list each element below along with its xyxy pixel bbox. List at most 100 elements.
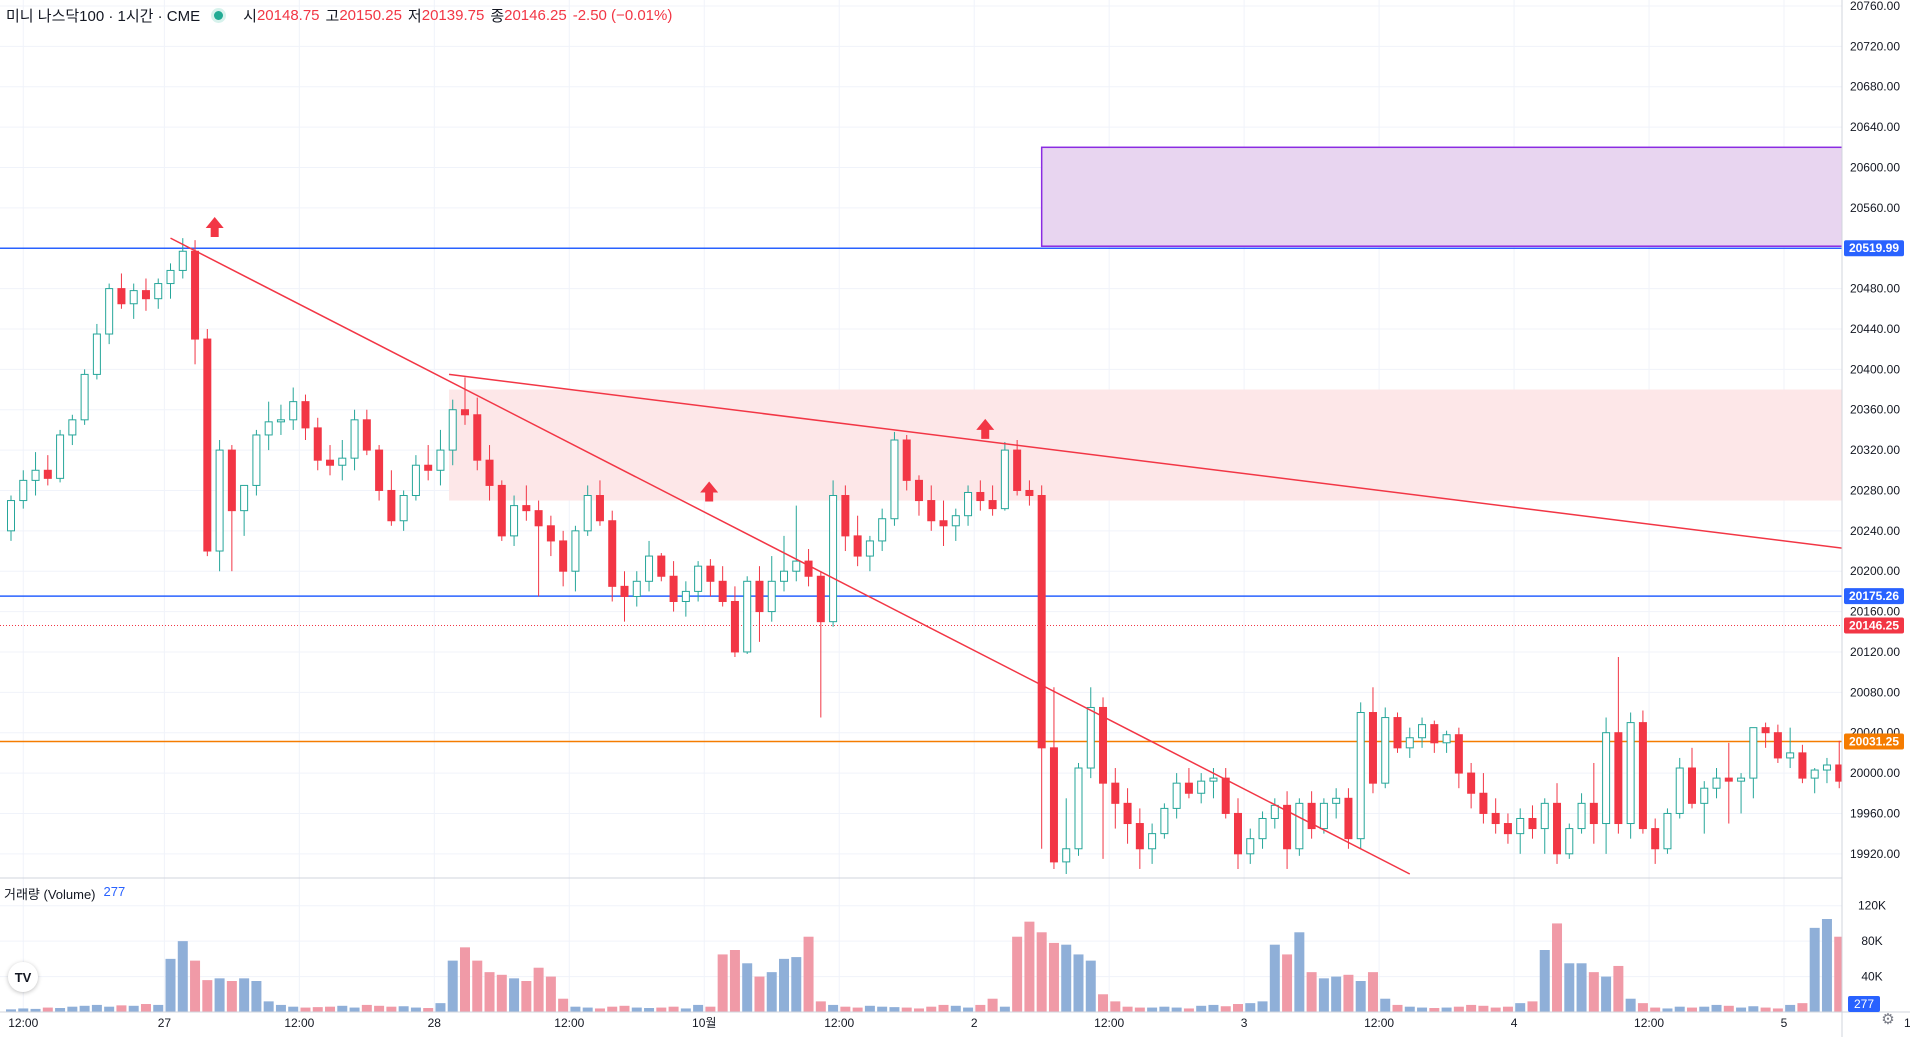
volume-bar <box>349 1007 360 1012</box>
candle-body <box>976 491 985 502</box>
candle-body <box>1148 833 1157 850</box>
volume-bar <box>140 1004 151 1012</box>
candle-body <box>1454 734 1463 774</box>
volume-bar <box>1318 978 1329 1012</box>
volume-bar <box>325 1006 336 1012</box>
candle-body <box>1663 812 1672 850</box>
candle-body <box>1246 838 1255 855</box>
close-value: 20146.25 <box>504 6 567 24</box>
volume-bar <box>803 936 814 1012</box>
x-tick-label: 12:00 <box>554 1016 584 1030</box>
y-tick-label: 20000.00 <box>1850 766 1900 780</box>
candle-body <box>7 500 15 532</box>
arrow-up-icon <box>976 418 995 439</box>
candle-body <box>264 421 273 436</box>
volume-bar <box>361 1004 372 1012</box>
candle-body <box>1074 767 1083 850</box>
candle-body <box>313 427 322 461</box>
candle-body <box>240 484 249 512</box>
volume-bar <box>67 1006 78 1012</box>
volume-bar <box>18 1008 29 1012</box>
candle-body <box>460 409 469 416</box>
volume-bar <box>91 1004 102 1012</box>
candle-body <box>964 491 973 517</box>
volume-bar <box>644 1008 655 1012</box>
volume-bar <box>656 1007 667 1012</box>
y-tick-label: 20360.00 <box>1850 403 1900 417</box>
volume-bar <box>459 947 470 1012</box>
candle-body <box>620 585 629 597</box>
volume-bar <box>521 981 532 1012</box>
candle-body <box>853 535 862 557</box>
candle-body <box>350 419 359 459</box>
volume-header[interactable]: 거래량 (Volume) 277 <box>4 884 125 903</box>
candle-body <box>1319 802 1328 830</box>
volume-bar <box>619 1005 630 1012</box>
volume-bar <box>1220 1006 1231 1012</box>
volume-bar <box>1821 919 1832 1012</box>
volume-bar <box>1601 976 1612 1012</box>
volume-bar <box>533 967 544 1012</box>
candle-body <box>718 580 727 602</box>
volume-bar <box>1674 1006 1685 1012</box>
candle-body <box>1332 797 1341 804</box>
volume-bar <box>472 960 483 1012</box>
symbol-title[interactable]: 미니 나스닥100 · 1시간 · CME <box>6 7 201 25</box>
volume-bar <box>288 1006 299 1012</box>
candle-body <box>1553 802 1562 855</box>
volume-bar <box>435 1003 446 1012</box>
x-tick-label: 27 <box>158 1016 172 1030</box>
candle-body <box>338 457 347 466</box>
candle-body <box>743 580 752 653</box>
volume-bar <box>128 1005 139 1012</box>
volume-bar <box>754 976 765 1012</box>
volume-bar <box>1539 950 1550 1012</box>
candle-body <box>939 520 948 527</box>
volume-bar <box>1637 1003 1648 1012</box>
volume-bar <box>950 1005 961 1012</box>
volume-bar <box>1429 1008 1440 1012</box>
y-tick-label: 19960.00 <box>1850 806 1900 820</box>
candle-body <box>755 580 764 613</box>
candle-body <box>1135 823 1144 850</box>
candle-body <box>1822 764 1831 771</box>
volume-last-badge <box>1848 996 1880 1012</box>
price-axis-badge <box>1844 733 1904 750</box>
price-axis-badge-label: 20175.26 <box>1849 589 1899 603</box>
volume-bar <box>1183 1008 1194 1012</box>
candle-body <box>375 449 384 491</box>
price-axis-badge-label: 20146.25 <box>1849 618 1899 632</box>
candle-body <box>1000 449 1009 510</box>
volume-bar <box>1159 1006 1170 1012</box>
y-tick-label: 20640.00 <box>1850 120 1900 134</box>
volume-bar <box>509 978 520 1012</box>
x-tick-label: 5 <box>1781 1016 1788 1030</box>
tradingview-logo-icon[interactable]: TV <box>8 962 38 992</box>
candle-body <box>166 269 175 285</box>
candle-body <box>411 464 420 497</box>
y-tick-label: 20400.00 <box>1850 362 1900 376</box>
volume-bar <box>374 1005 385 1012</box>
volume-bar <box>852 1007 863 1012</box>
y-tick-label: 20120.00 <box>1850 645 1900 659</box>
candle-body <box>424 464 433 471</box>
candle-body <box>1602 732 1611 825</box>
candle-body <box>792 560 801 572</box>
purple-zone <box>1040 146 1910 247</box>
candle-body <box>534 510 543 527</box>
volume-bar <box>1196 1005 1207 1012</box>
volume-bar <box>1441 1007 1452 1012</box>
candle-body <box>804 560 813 577</box>
volume-bar <box>275 1004 286 1012</box>
volume-bar <box>1233 1004 1243 1012</box>
trendline <box>170 237 1411 875</box>
volume-bar <box>1625 998 1636 1012</box>
volume-bar <box>864 1005 875 1012</box>
gear-icon[interactable]: ⚙ <box>1881 1011 1895 1028</box>
volume-bar <box>705 1006 716 1012</box>
candle-body <box>767 580 776 613</box>
candle-body <box>829 495 838 623</box>
candle-body <box>1761 727 1770 734</box>
